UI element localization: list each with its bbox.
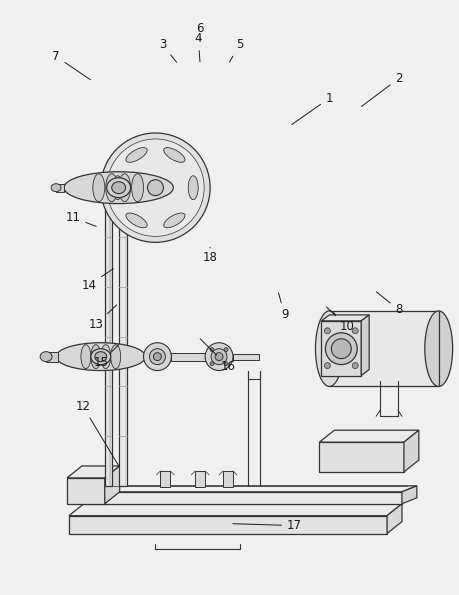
Ellipse shape <box>119 174 131 202</box>
Ellipse shape <box>64 172 174 203</box>
Bar <box>46 352 58 362</box>
Polygon shape <box>404 430 419 472</box>
Bar <box>105 198 112 486</box>
Ellipse shape <box>144 343 171 371</box>
Text: 10: 10 <box>326 307 355 333</box>
Text: 6: 6 <box>196 22 204 39</box>
Text: 18: 18 <box>203 248 218 264</box>
Ellipse shape <box>56 343 146 371</box>
Ellipse shape <box>126 148 147 162</box>
Polygon shape <box>105 466 120 504</box>
Polygon shape <box>67 478 105 504</box>
Polygon shape <box>321 321 361 375</box>
Polygon shape <box>67 466 120 478</box>
Text: 3: 3 <box>159 38 177 62</box>
Bar <box>223 471 233 487</box>
Polygon shape <box>319 442 404 472</box>
Ellipse shape <box>164 213 185 228</box>
Ellipse shape <box>107 139 204 236</box>
Ellipse shape <box>331 339 351 359</box>
Ellipse shape <box>93 174 105 202</box>
Polygon shape <box>361 315 369 375</box>
Text: 15: 15 <box>93 345 119 369</box>
Text: 12: 12 <box>75 400 119 466</box>
Ellipse shape <box>210 347 214 352</box>
Bar <box>109 198 111 486</box>
Bar <box>105 371 111 486</box>
Bar <box>171 353 207 361</box>
Ellipse shape <box>113 176 123 199</box>
Polygon shape <box>69 516 387 534</box>
Ellipse shape <box>224 362 228 366</box>
Ellipse shape <box>215 353 223 361</box>
Ellipse shape <box>325 362 330 368</box>
Bar <box>125 198 127 486</box>
Bar <box>161 471 170 487</box>
Bar <box>330 311 439 387</box>
Text: 8: 8 <box>376 292 403 317</box>
Ellipse shape <box>164 148 185 162</box>
Polygon shape <box>387 504 402 534</box>
Text: 5: 5 <box>230 38 244 62</box>
Ellipse shape <box>91 349 111 365</box>
Text: 2: 2 <box>361 72 403 107</box>
Bar <box>119 198 127 486</box>
Polygon shape <box>321 315 369 321</box>
Text: 4: 4 <box>195 32 202 62</box>
Ellipse shape <box>101 133 210 242</box>
Ellipse shape <box>101 345 111 368</box>
Ellipse shape <box>210 362 214 366</box>
Text: 9: 9 <box>279 293 288 321</box>
Bar <box>233 353 259 359</box>
Ellipse shape <box>91 345 101 368</box>
Ellipse shape <box>95 352 107 362</box>
Ellipse shape <box>205 343 233 371</box>
Text: 1: 1 <box>292 92 333 124</box>
Polygon shape <box>319 430 419 442</box>
Ellipse shape <box>325 333 357 365</box>
Polygon shape <box>69 504 402 516</box>
Polygon shape <box>84 486 417 492</box>
Ellipse shape <box>126 213 147 228</box>
Bar <box>103 193 114 198</box>
Ellipse shape <box>352 328 358 334</box>
Bar <box>56 184 64 192</box>
Polygon shape <box>402 486 417 504</box>
Text: 17: 17 <box>233 519 302 532</box>
Text: 13: 13 <box>89 305 117 331</box>
Ellipse shape <box>106 174 118 202</box>
Text: 7: 7 <box>52 50 90 80</box>
Text: 14: 14 <box>81 269 113 292</box>
Ellipse shape <box>111 345 121 368</box>
Ellipse shape <box>315 311 343 387</box>
Ellipse shape <box>132 174 144 202</box>
Ellipse shape <box>211 349 227 365</box>
Ellipse shape <box>40 352 52 362</box>
Text: 16: 16 <box>200 339 235 373</box>
Ellipse shape <box>112 181 126 193</box>
Ellipse shape <box>147 180 163 196</box>
Text: 11: 11 <box>66 211 96 227</box>
Ellipse shape <box>107 178 131 198</box>
Bar <box>117 193 129 198</box>
Ellipse shape <box>352 362 358 368</box>
Ellipse shape <box>51 184 61 192</box>
Ellipse shape <box>150 349 165 365</box>
Ellipse shape <box>425 311 453 387</box>
Ellipse shape <box>188 176 198 199</box>
Ellipse shape <box>325 328 330 334</box>
Ellipse shape <box>81 345 91 368</box>
Polygon shape <box>84 492 402 504</box>
Bar <box>120 371 126 486</box>
Ellipse shape <box>224 347 228 352</box>
Bar <box>195 471 205 487</box>
Ellipse shape <box>153 353 162 361</box>
